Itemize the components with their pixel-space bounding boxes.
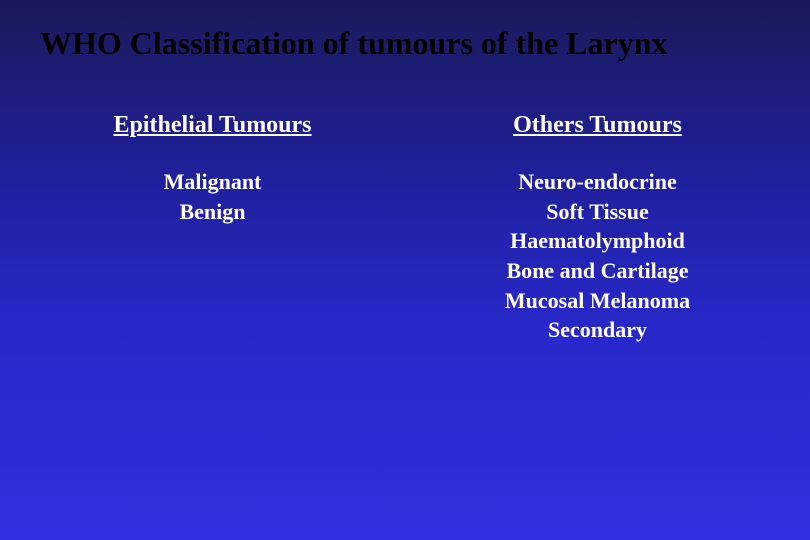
- right-column-item: Neuro-endocrine: [518, 167, 676, 197]
- left-column-item: Benign: [179, 197, 245, 227]
- left-column: Epithelial Tumours Malignant Benign: [60, 112, 365, 345]
- slide-title: WHO Classification of tumours of the Lar…: [30, 25, 780, 62]
- left-column-heading: Epithelial Tumours: [113, 112, 311, 139]
- right-column-item: Secondary: [548, 315, 647, 345]
- right-column-item: Soft Tissue: [546, 197, 649, 227]
- right-column-item: Haematolymphoid: [510, 226, 685, 256]
- columns-wrapper: Epithelial Tumours Malignant Benign Othe…: [30, 112, 780, 345]
- slide-container: WHO Classification of tumours of the Lar…: [0, 0, 810, 540]
- left-column-item: Malignant: [164, 167, 262, 197]
- right-column: Others Tumours Neuro-endocrine Soft Tiss…: [445, 112, 750, 345]
- right-column-item: Mucosal Melanoma: [505, 286, 690, 316]
- right-column-heading: Others Tumours: [513, 112, 682, 139]
- right-column-item: Bone and Cartilage: [506, 256, 688, 286]
